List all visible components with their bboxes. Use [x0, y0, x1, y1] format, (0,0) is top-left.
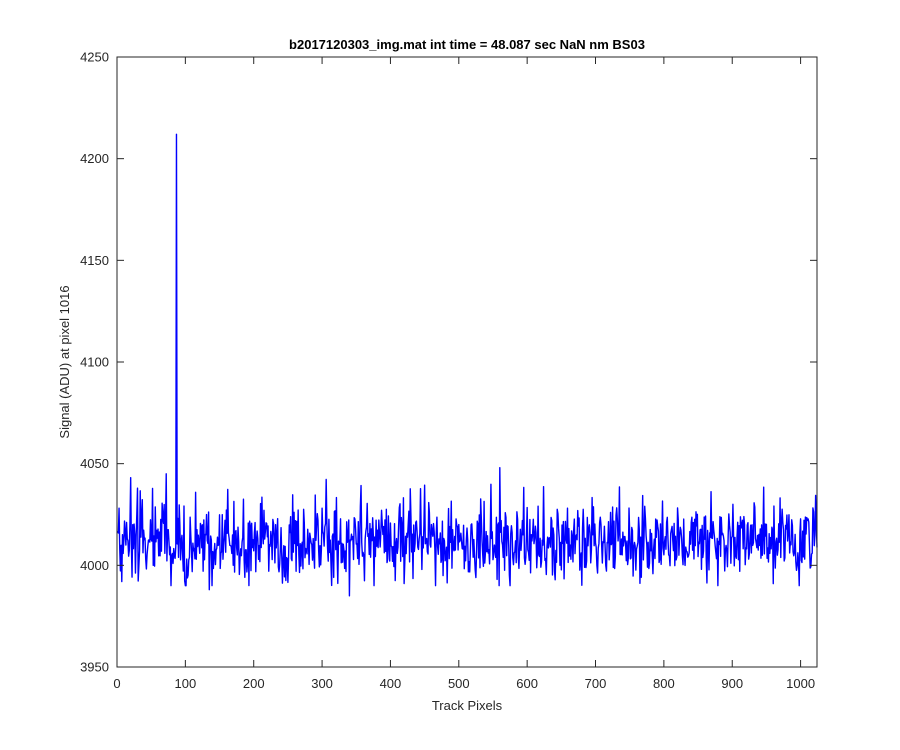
x-axis-label: Track Pixels: [432, 698, 503, 713]
y-tick-label: 4150: [80, 253, 109, 268]
plot-area: [117, 57, 817, 667]
x-tick-label: 300: [311, 676, 333, 691]
series-layer: [117, 133, 818, 597]
x-tick-label: 0: [113, 676, 120, 691]
y-axis-label: Signal (ADU) at pixel 1016: [57, 285, 72, 438]
x-tick-label: 500: [448, 676, 470, 691]
x-tick-label: 100: [175, 676, 197, 691]
x-tick-label: 800: [653, 676, 675, 691]
x-tick-label: 700: [585, 676, 607, 691]
x-tick-label: 1000: [786, 676, 815, 691]
x-tick-label: 200: [243, 676, 265, 691]
ticks-layer: 0 100 200 300 400 500 600 700 800 900 1000 3950 4000…: [80, 50, 817, 691]
x-tick-label: 400: [380, 676, 402, 691]
y-tick-label: 4050: [80, 456, 109, 471]
y-tick-label: 4200: [80, 151, 109, 166]
y-tick-label: 4250: [80, 50, 109, 65]
y-tick-label: 4000: [80, 558, 109, 573]
x-tick-label: 900: [721, 676, 743, 691]
y-tick-label: 4100: [80, 355, 109, 370]
y-tick-label: 3950: [80, 660, 109, 675]
x-tick-label: 600: [516, 676, 538, 691]
series-line: [117, 133, 818, 597]
chart-title: b2017120303_img.mat int time = 48.087 se…: [289, 37, 645, 52]
